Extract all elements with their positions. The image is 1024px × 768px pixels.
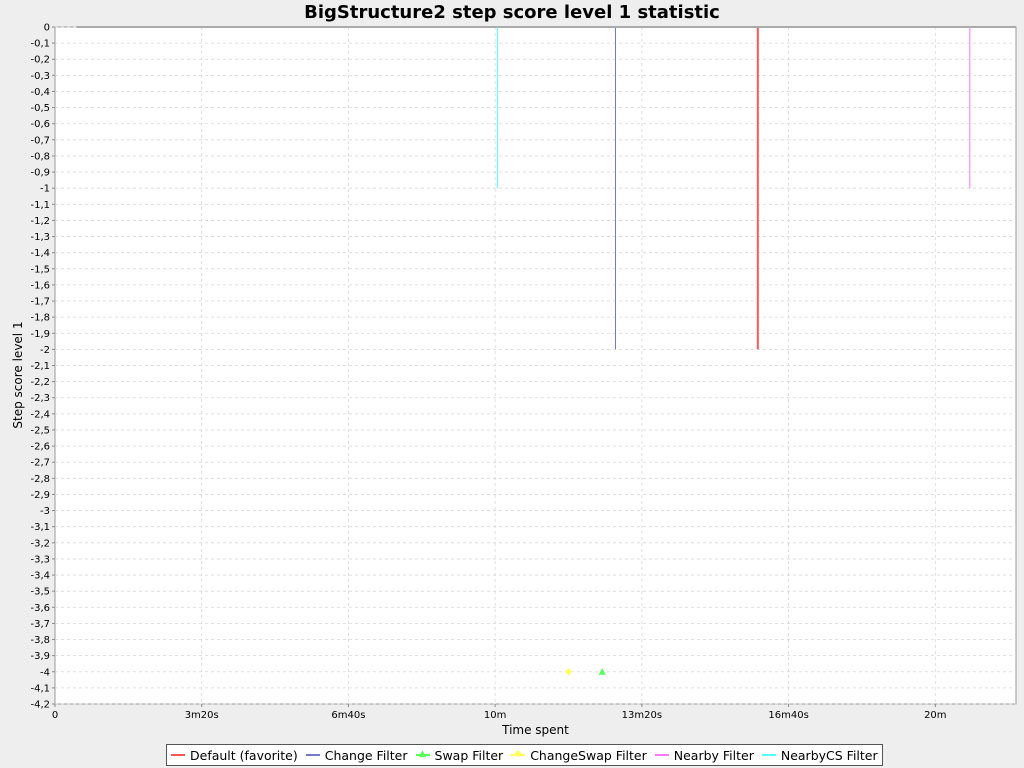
y-tick-label: -3,6 [30, 603, 50, 614]
x-tick-label: 6m40s [331, 710, 365, 721]
legend-swatch: ▲ [415, 750, 430, 760]
y-tick-label: -2,4 [30, 409, 50, 420]
y-tick-label: -3,1 [30, 522, 50, 533]
legend-label: Default (favorite) [190, 747, 298, 763]
series-line-5 [77, 26, 1016, 189]
legend-item: Change Filter [305, 747, 408, 763]
y-tick-label: -0,8 [30, 151, 50, 162]
y-tick-label: -3,8 [30, 635, 50, 646]
legend-swatch [654, 750, 669, 760]
series-group [77, 26, 1016, 676]
series-point-3 [565, 668, 573, 676]
y-tick-label: -1,6 [30, 280, 50, 291]
legend-item: ▲ Swap Filter [415, 747, 504, 763]
legend-item: NearbyCS Filter [761, 747, 878, 763]
y-axis-label: Step score level 1 [11, 321, 25, 428]
x-tick-label: 16m40s [768, 710, 808, 721]
x-tick-label: 20m [924, 710, 946, 721]
y-tick-label: -2,6 [30, 442, 50, 453]
legend-label: Change Filter [324, 747, 408, 763]
series-point-2 [598, 668, 606, 675]
y-tick-label: -0,3 [30, 71, 50, 82]
y-tick-label: -0,7 [30, 135, 50, 146]
tick-labels: 0 -0,1 -0,2 -0,3 -0,4 -0,5 -0,6 -0,7 -0,8 -0,9 -1 -… [30, 23, 946, 722]
legend-label: ChangeSwap Filter [530, 747, 647, 763]
legend-item: Nearby Filter [654, 747, 754, 763]
y-tick-label: -2,1 [30, 361, 50, 372]
y-tick-label: -3,2 [30, 538, 50, 549]
x-axis-label: Time spent [501, 723, 569, 737]
y-tick-label: -2,3 [30, 393, 50, 404]
y-tick-label: -0,9 [30, 168, 50, 179]
y-tick-label: -1,4 [30, 248, 50, 259]
gridlines [55, 26, 1016, 705]
y-tick-label: -0,4 [30, 87, 50, 98]
y-tick-label: -1,3 [30, 232, 50, 243]
y-tick-label: -2,9 [30, 490, 50, 501]
y-tick-label: -1 [40, 184, 50, 195]
x-tick-label: 10m [484, 710, 506, 721]
legend-label: NearbyCS Filter [780, 747, 878, 763]
y-tick-label: -3 [40, 506, 50, 517]
legend-label: Nearby Filter [673, 747, 754, 763]
y-tick-label: -1,7 [30, 297, 50, 308]
legend-item: Default (favorite) [171, 748, 298, 763]
y-tick-label: -1,8 [30, 313, 50, 324]
legend-label: Swap Filter [434, 747, 504, 763]
legend-swatch: ◆ [511, 750, 526, 760]
x-tick-label: 0 [52, 710, 58, 721]
y-tick-label: -1,9 [30, 329, 50, 340]
x-tick-label: 13m20s [622, 710, 662, 721]
y-tick-label: -0,6 [30, 119, 50, 130]
x-tick-label: 3m20s [185, 710, 219, 721]
y-tick-label: -4,2 [30, 700, 50, 711]
y-tick-label: -3,9 [30, 651, 50, 662]
chart: BigStructure2 step score level 1 statist… [11, 2, 1017, 737]
y-tick-label: -0,2 [30, 55, 50, 66]
y-tick-label: -3,4 [30, 571, 50, 582]
y-tick-label: -1,5 [30, 264, 50, 275]
y-tick-label: 0 [44, 23, 50, 34]
y-tick-label: -3,5 [30, 587, 50, 598]
y-tick-label: -2 [40, 345, 50, 356]
y-tick-label: -3,3 [30, 554, 50, 565]
chart-title: BigStructure2 step score level 1 statist… [304, 2, 720, 23]
y-tick-label: -4 [40, 667, 50, 678]
y-tick-label: -3,7 [30, 619, 50, 630]
y-tick-label: -1,2 [30, 216, 50, 227]
legend-swatch [761, 750, 776, 760]
legend-item: ◆ ChangeSwap Filter [511, 748, 647, 763]
y-tick-label: -2,2 [30, 377, 50, 388]
y-tick-label: -2,8 [30, 474, 50, 485]
legend-swatch [305, 750, 320, 760]
legend-swatch [171, 750, 185, 760]
y-tick-label: -1,1 [30, 200, 50, 211]
y-tick-label: -0,1 [30, 39, 50, 50]
y-tick-label: -2,5 [30, 425, 50, 436]
y-tick-label: -4,1 [30, 683, 50, 694]
y-tick-label: -2,7 [30, 458, 50, 469]
y-tick-label: -0,5 [30, 103, 50, 114]
legend: Default (favorite) Change Filter ▲ Swap Fil… [166, 744, 883, 766]
